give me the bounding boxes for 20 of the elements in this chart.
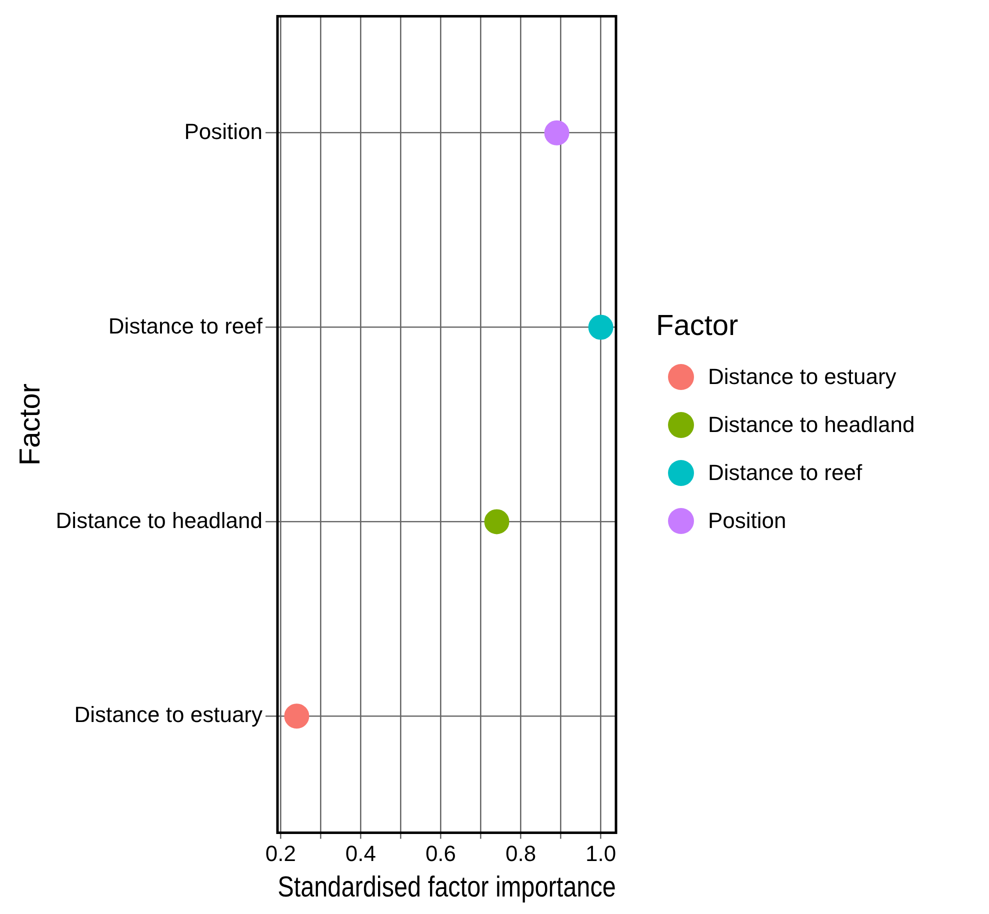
x-tick-label: 0.8	[505, 841, 536, 866]
x-tick-label: 0.2	[265, 841, 296, 866]
legend-label: Distance to headland	[708, 412, 915, 438]
y-tick-label: Position	[184, 118, 262, 144]
x-tick-label: 1.0	[586, 841, 616, 866]
legend-label: Position	[708, 508, 786, 534]
legend-label: Distance to estuary	[708, 364, 896, 390]
y-tick-label: Distance to headland	[56, 508, 262, 533]
x-tick-label: 0.4	[345, 841, 376, 866]
legend-label: Distance to reef	[708, 460, 862, 486]
x-tick-label: 0.6	[425, 841, 456, 866]
legend-title: Factor	[656, 310, 740, 343]
point	[588, 314, 614, 340]
point	[544, 120, 570, 146]
y-tick-label: Distance to reef	[108, 313, 264, 338]
point	[284, 704, 310, 729]
x-axis-title: Standardised factor importance	[278, 870, 616, 904]
y-tick-label: Distance to estuary	[74, 702, 262, 728]
point	[484, 509, 510, 534]
y-axis-title: Factor	[14, 383, 46, 466]
